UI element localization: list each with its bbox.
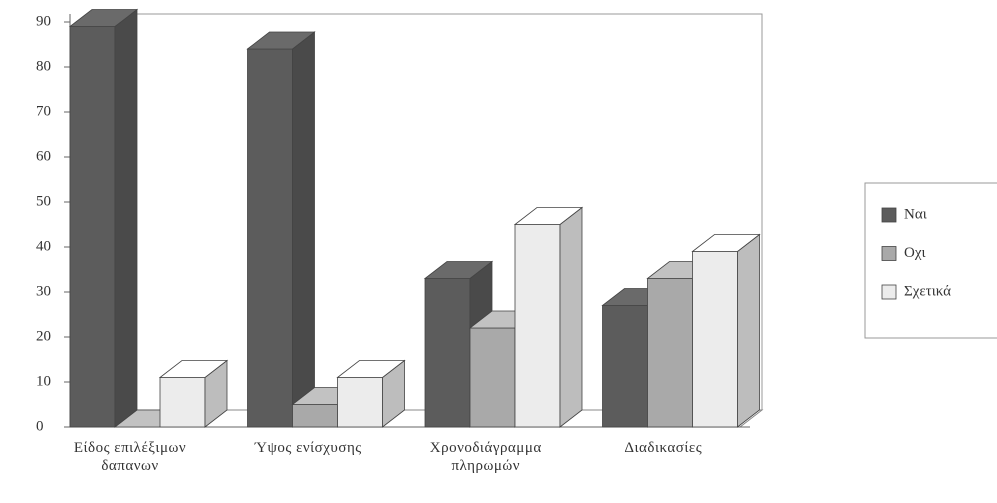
bar-top	[158, 360, 229, 378]
bar	[337, 377, 383, 428]
legend-label: Σχετικά	[904, 283, 951, 299]
y-tick-label: 0	[36, 418, 44, 434]
y-tick-label: 70	[36, 103, 51, 119]
legend-label: Ναι	[904, 206, 927, 222]
legend-swatch	[881, 246, 897, 261]
y-tick-label: 50	[36, 193, 51, 209]
legend-label: Οχι	[904, 245, 926, 261]
bar	[692, 251, 738, 428]
x-tick-label: Ύψος ενίσχυσης	[254, 440, 362, 456]
bar-top	[423, 261, 494, 279]
legend-swatch	[881, 284, 897, 300]
x-tick-label: Είδος επιλέξιμων δαπανων	[73, 440, 187, 474]
bar-top	[691, 234, 761, 252]
y-tick-label: 80	[36, 58, 51, 74]
bar	[247, 48, 293, 428]
x-tick-label: Χρονοδιάγραμμα πληρωμών	[429, 440, 542, 474]
y-tick-label: 10	[36, 373, 51, 389]
y-tick-label: 30	[36, 283, 51, 299]
y-tick-label: 20	[36, 328, 51, 344]
bar	[469, 327, 516, 428]
bar	[292, 404, 338, 428]
bar	[514, 224, 561, 428]
x-tick-label: Διαδικασίες	[624, 440, 703, 456]
bar	[602, 305, 648, 428]
bar-top	[246, 31, 316, 50]
bar-top	[68, 9, 139, 27]
bar-side	[114, 8, 138, 428]
legend-swatch	[881, 207, 897, 223]
bar	[647, 278, 693, 428]
bar-side	[292, 31, 315, 428]
bar-side	[559, 206, 583, 428]
y-tick-label: 40	[36, 238, 51, 254]
bar	[424, 278, 471, 428]
y-tick-label: 90	[36, 13, 51, 29]
bar-side	[737, 233, 760, 428]
bar	[159, 377, 206, 428]
bar-top	[513, 207, 584, 225]
y-tick-label: 60	[36, 148, 51, 164]
bar	[69, 26, 116, 428]
bar-top	[336, 360, 406, 378]
